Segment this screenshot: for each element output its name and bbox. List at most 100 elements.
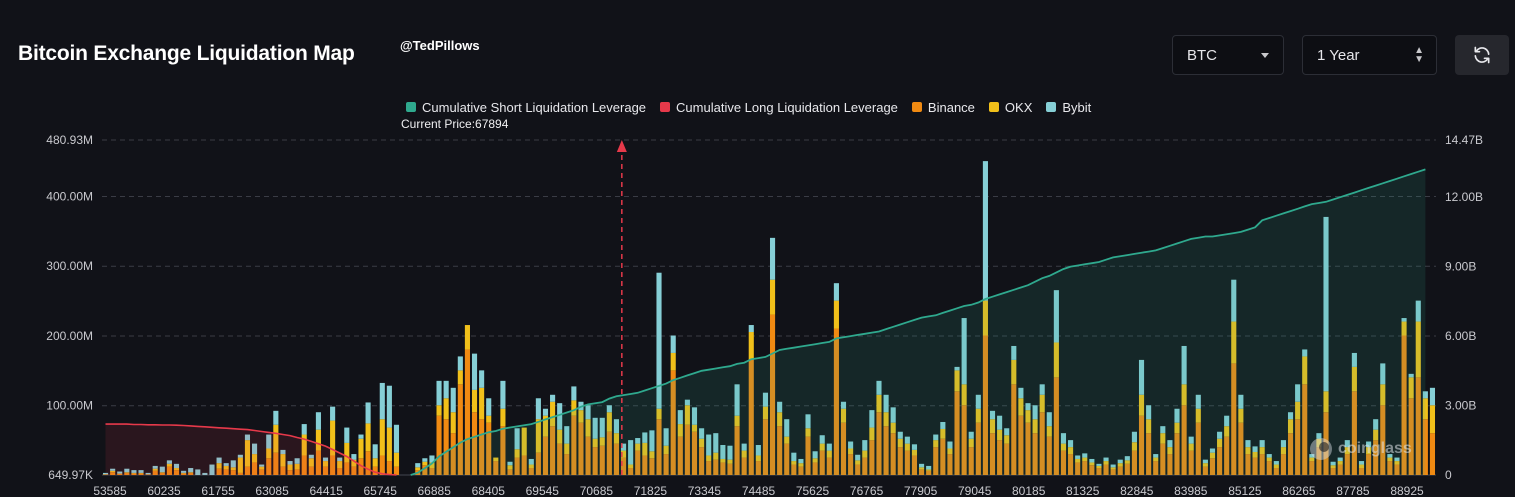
bar-bybit <box>741 443 747 451</box>
bar-bybit <box>1068 440 1074 448</box>
bar-binance <box>493 461 499 475</box>
bar-bybit <box>855 454 861 461</box>
x-axis-tick-label: 82845 <box>1120 484 1154 497</box>
bar-bybit <box>301 424 307 435</box>
bar-bybit <box>1174 408 1180 423</box>
x-axis-tick-label: 68405 <box>472 484 506 497</box>
bar-bybit <box>819 435 825 444</box>
bar-binance <box>230 470 236 475</box>
chart-legend: Cumulative Short Liquidation Leverage Cu… <box>406 98 1105 116</box>
bar-bybit <box>606 405 612 413</box>
bar-bybit <box>1209 448 1216 453</box>
bar-bybit <box>330 406 336 421</box>
bar-okx <box>1146 419 1152 434</box>
bar-bybit <box>1408 373 1414 378</box>
bar-bybit <box>876 380 882 395</box>
bar-binance <box>720 462 726 475</box>
bar-binance <box>188 472 194 475</box>
bar-okx <box>1415 321 1421 378</box>
bar-binance <box>322 466 329 475</box>
bar-binance <box>833 328 839 475</box>
bar-okx <box>982 300 988 336</box>
bar-bybit <box>1380 363 1386 385</box>
bar-okx <box>649 451 655 459</box>
bar-binance <box>1224 436 1230 475</box>
legend-item-binance[interactable]: Binance <box>911 100 975 115</box>
bar-okx <box>1429 405 1436 434</box>
bar-bybit <box>393 424 400 453</box>
bar-okx <box>181 472 187 474</box>
bar-bybit <box>933 434 939 441</box>
bar-bybit <box>166 460 172 464</box>
bar-okx <box>762 406 769 420</box>
bar-binance <box>1373 440 1379 475</box>
refresh-button[interactable] <box>1455 35 1509 75</box>
legend-item-bybit[interactable]: Bybit <box>1046 100 1091 115</box>
bar-okx <box>727 459 733 464</box>
bar-bybit <box>230 460 236 468</box>
bar-binance <box>557 443 563 475</box>
bar-binance <box>904 450 910 475</box>
x-axis-tick-label: 71825 <box>634 484 668 497</box>
bar-okx <box>1025 410 1031 423</box>
legend-item-okx[interactable]: OKX <box>988 100 1032 115</box>
bar-okx <box>1124 460 1130 464</box>
x-axis-tick-label: 86265 <box>1282 484 1316 497</box>
bar-binance <box>1025 422 1031 475</box>
bar-bybit <box>798 458 804 464</box>
bar-bybit <box>862 440 868 451</box>
bar-okx <box>173 468 180 471</box>
bar-bybit <box>209 464 215 475</box>
bar-binance <box>1344 454 1350 475</box>
bar-okx <box>1309 457 1315 462</box>
bar-bybit <box>1082 453 1088 458</box>
bar-bybit <box>415 463 421 468</box>
bar-okx <box>493 457 499 462</box>
bar-okx <box>1387 457 1393 462</box>
bar-binance <box>1146 433 1152 475</box>
bar-bybit <box>1089 458 1095 463</box>
bar-bybit <box>131 470 137 473</box>
bar-bybit <box>954 366 960 371</box>
bar-binance <box>521 455 527 475</box>
bar-binance <box>592 447 598 475</box>
bar-bybit <box>833 283 839 301</box>
bar-bybit <box>1075 455 1081 459</box>
short-leverage-line <box>410 168 1426 476</box>
coin-select[interactable]: BTC <box>1172 35 1284 75</box>
bar-okx <box>940 428 946 439</box>
bar-binance <box>933 447 939 475</box>
bar-binance <box>216 468 222 475</box>
bar-binance <box>706 461 712 475</box>
bar-okx <box>280 454 286 467</box>
legend-item-long[interactable]: Cumulative Long Liquidation Leverage <box>660 100 898 115</box>
bar-bybit <box>1117 459 1123 464</box>
bar-binance <box>1202 466 1208 475</box>
bar-bybit <box>1330 461 1336 466</box>
bar-bybit <box>1373 419 1379 430</box>
bar-binance <box>252 462 258 475</box>
bar-okx <box>1295 401 1301 420</box>
bar-binance <box>883 426 889 475</box>
bar-binance <box>649 458 655 475</box>
bar-bybit <box>628 440 634 465</box>
legend-item-short[interactable]: Cumulative Short Liquidation Leverage <box>406 100 646 115</box>
bar-bybit <box>110 468 116 471</box>
range-select-value: 1 Year <box>1317 46 1360 64</box>
bar-bybit <box>571 386 577 401</box>
bar-binance <box>102 474 109 475</box>
bar-okx <box>635 443 641 451</box>
bar-okx <box>457 370 463 385</box>
bar-okx <box>1195 408 1201 423</box>
bar-binance <box>1103 464 1109 475</box>
bar-binance <box>677 436 683 475</box>
range-select[interactable]: 1 Year ▲ ▼ <box>1302 35 1437 75</box>
bar-okx <box>826 450 832 458</box>
bar-bybit <box>259 464 265 467</box>
bar-binance <box>535 452 541 475</box>
bar-bybit <box>237 454 243 458</box>
bar-okx <box>259 466 265 470</box>
bar-okx <box>706 455 712 462</box>
bar-binance <box>1075 462 1081 475</box>
bar-binance <box>1366 454 1372 475</box>
